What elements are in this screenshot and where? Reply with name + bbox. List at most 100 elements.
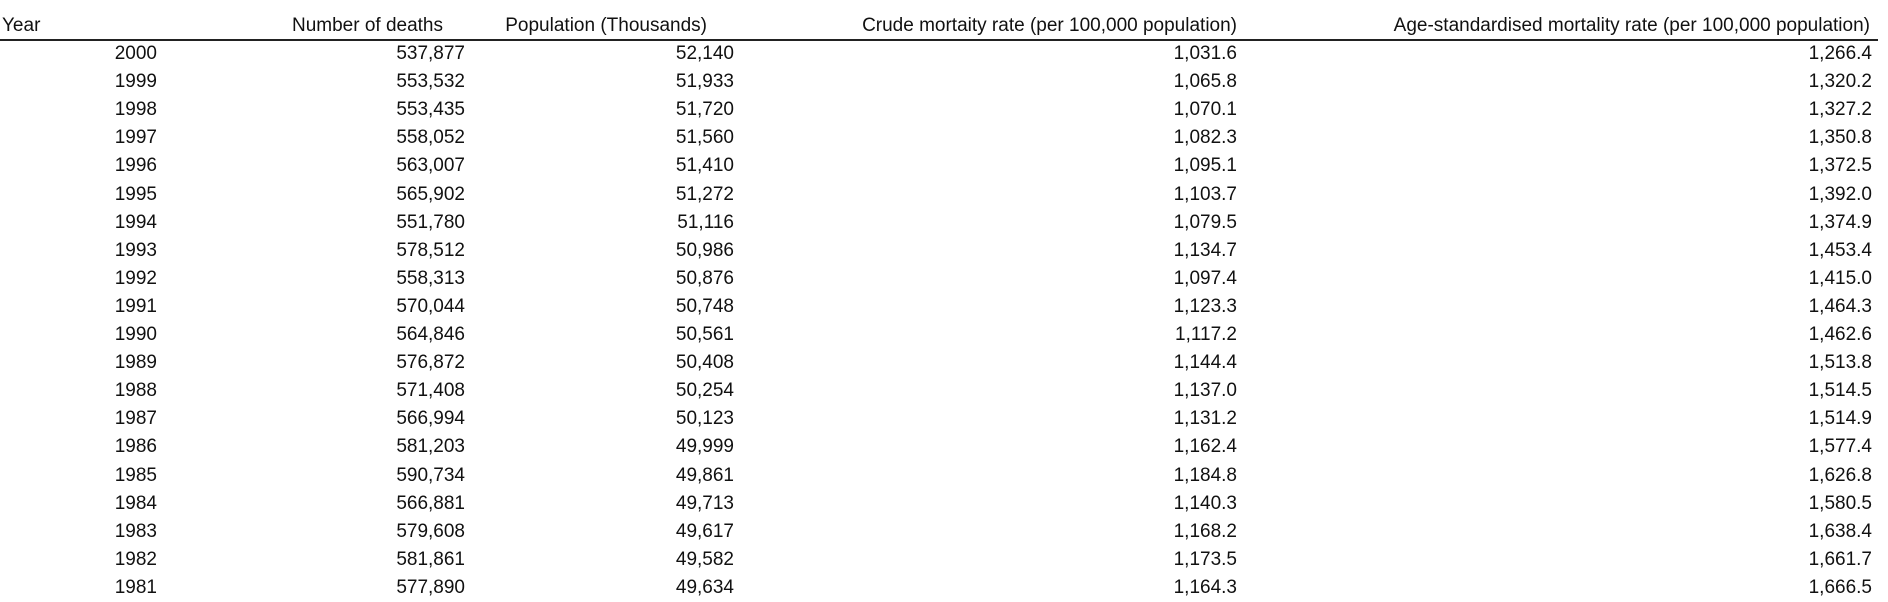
age-standardised-rate-cell: 1,327.2 [1808,99,1872,120]
crude-rate-cell: 1,162.4 [1173,436,1237,457]
number-of-deaths-cell: 553,532 [396,71,465,92]
year-cell: 2000 [114,43,157,64]
number-of-deaths-cell: 581,203 [396,436,465,457]
number-of-deaths-cell: 571,408 [396,380,465,401]
age-standardised-rate-cell: 1,464.3 [1808,296,1872,317]
age-standardised-rate-cell: 1,580.5 [1808,493,1872,514]
year-cell: 1989 [114,352,157,373]
age-standardised-rate-cell: 1,350.8 [1808,127,1872,148]
column-header: Year [2,15,41,36]
population-cell: 50,123 [675,408,734,429]
year-cell: 1982 [114,549,157,570]
number-of-deaths-cell: 564,846 [396,324,465,345]
age-standardised-rate-cell: 1,320.2 [1808,71,1872,92]
population-cell: 49,861 [675,465,734,486]
year-cell: 1984 [114,493,157,514]
column-header: Crude mortaity rate (per 100,000 populat… [862,15,1237,36]
year-cell: 1993 [114,240,157,261]
year-cell: 1998 [114,99,157,120]
year-cell: 1997 [114,127,157,148]
year-cell: 1996 [114,155,157,176]
number-of-deaths-cell: 576,872 [396,352,465,373]
crude-rate-cell: 1,140.3 [1173,493,1237,514]
age-standardised-rate-cell: 1,661.7 [1808,549,1872,570]
age-standardised-rate-cell: 1,514.9 [1808,408,1872,429]
population-cell: 51,560 [675,127,734,148]
population-cell: 52,140 [675,43,734,64]
crude-rate-cell: 1,184.8 [1173,465,1237,486]
crude-rate-cell: 1,134.7 [1173,240,1237,261]
year-cell: 1992 [114,268,157,289]
age-standardised-rate-cell: 1,415.0 [1808,268,1872,289]
crude-rate-cell: 1,168.2 [1173,521,1237,542]
crude-rate-cell: 1,103.7 [1173,184,1237,205]
population-cell: 50,876 [675,268,734,289]
age-standardised-rate-cell: 1,462.6 [1808,324,1872,345]
year-cell: 1991 [114,296,157,317]
population-cell: 50,408 [675,352,734,373]
number-of-deaths-cell: 558,313 [396,268,465,289]
crude-rate-cell: 1,031.6 [1173,43,1237,64]
population-cell: 49,713 [675,493,734,514]
population-cell: 50,561 [675,324,734,345]
age-standardised-rate-cell: 1,626.8 [1808,465,1872,486]
population-cell: 49,999 [675,436,734,457]
column-header: Number of deaths [291,15,443,36]
number-of-deaths-cell: 565,902 [396,184,465,205]
number-of-deaths-cell: 577,890 [396,577,465,598]
number-of-deaths-cell: 566,994 [396,408,465,429]
age-standardised-rate-cell: 1,453.4 [1808,240,1872,261]
number-of-deaths-cell: 566,881 [396,493,465,514]
crude-rate-cell: 1,164.3 [1173,577,1237,598]
crude-rate-cell: 1,079.5 [1173,212,1237,233]
number-of-deaths-cell: 558,052 [396,127,465,148]
crude-rate-cell: 1,131.2 [1173,408,1237,429]
age-standardised-rate-cell: 1,374.9 [1808,212,1872,233]
age-standardised-rate-cell: 1,513.8 [1808,352,1872,373]
crude-rate-cell: 1,173.5 [1173,549,1237,570]
population-cell: 51,272 [675,184,734,205]
population-cell: 49,634 [675,577,734,598]
age-standardised-rate-cell: 1,666.5 [1808,577,1872,598]
number-of-deaths-cell: 570,044 [396,296,465,317]
crude-rate-cell: 1,144.4 [1173,352,1237,373]
number-of-deaths-cell: 581,861 [396,549,465,570]
year-cell: 1987 [114,408,157,429]
crude-rate-cell: 1,082.3 [1173,127,1237,148]
year-cell: 1988 [114,380,157,401]
number-of-deaths-cell: 537,877 [396,43,465,64]
header-rule [0,39,1878,41]
age-standardised-rate-cell: 1,514.5 [1808,380,1872,401]
year-cell: 1986 [114,436,157,457]
age-standardised-rate-cell: 1,392.0 [1808,184,1872,205]
number-of-deaths-cell: 579,608 [396,521,465,542]
number-of-deaths-cell: 553,435 [396,99,465,120]
number-of-deaths-cell: 551,780 [396,212,465,233]
crude-rate-cell: 1,065.8 [1173,71,1237,92]
column-header: Age-standardised mortality rate (per 100… [1393,15,1870,36]
age-standardised-rate-cell: 1,638.4 [1808,521,1872,542]
number-of-deaths-cell: 578,512 [396,240,465,261]
population-cell: 50,748 [675,296,734,317]
age-standardised-rate-cell: 1,266.4 [1808,43,1872,64]
year-cell: 1994 [114,212,157,233]
population-cell: 50,986 [675,240,734,261]
year-cell: 1999 [114,71,157,92]
number-of-deaths-cell: 590,734 [396,465,465,486]
population-cell: 51,116 [677,212,734,233]
year-cell: 1985 [114,465,157,486]
population-cell: 51,933 [675,71,734,92]
number-of-deaths-cell: 563,007 [396,155,465,176]
crude-rate-cell: 1,070.1 [1173,99,1237,120]
population-cell: 49,582 [675,549,734,570]
crude-rate-cell: 1,137.0 [1173,380,1237,401]
population-cell: 49,617 [675,521,734,542]
crude-rate-cell: 1,117.2 [1175,324,1237,345]
year-cell: 1983 [114,521,157,542]
age-standardised-rate-cell: 1,372.5 [1808,155,1872,176]
year-cell: 1995 [114,184,157,205]
population-cell: 50,254 [675,380,734,401]
crude-rate-cell: 1,123.3 [1173,296,1237,317]
crude-rate-cell: 1,097.4 [1173,268,1237,289]
